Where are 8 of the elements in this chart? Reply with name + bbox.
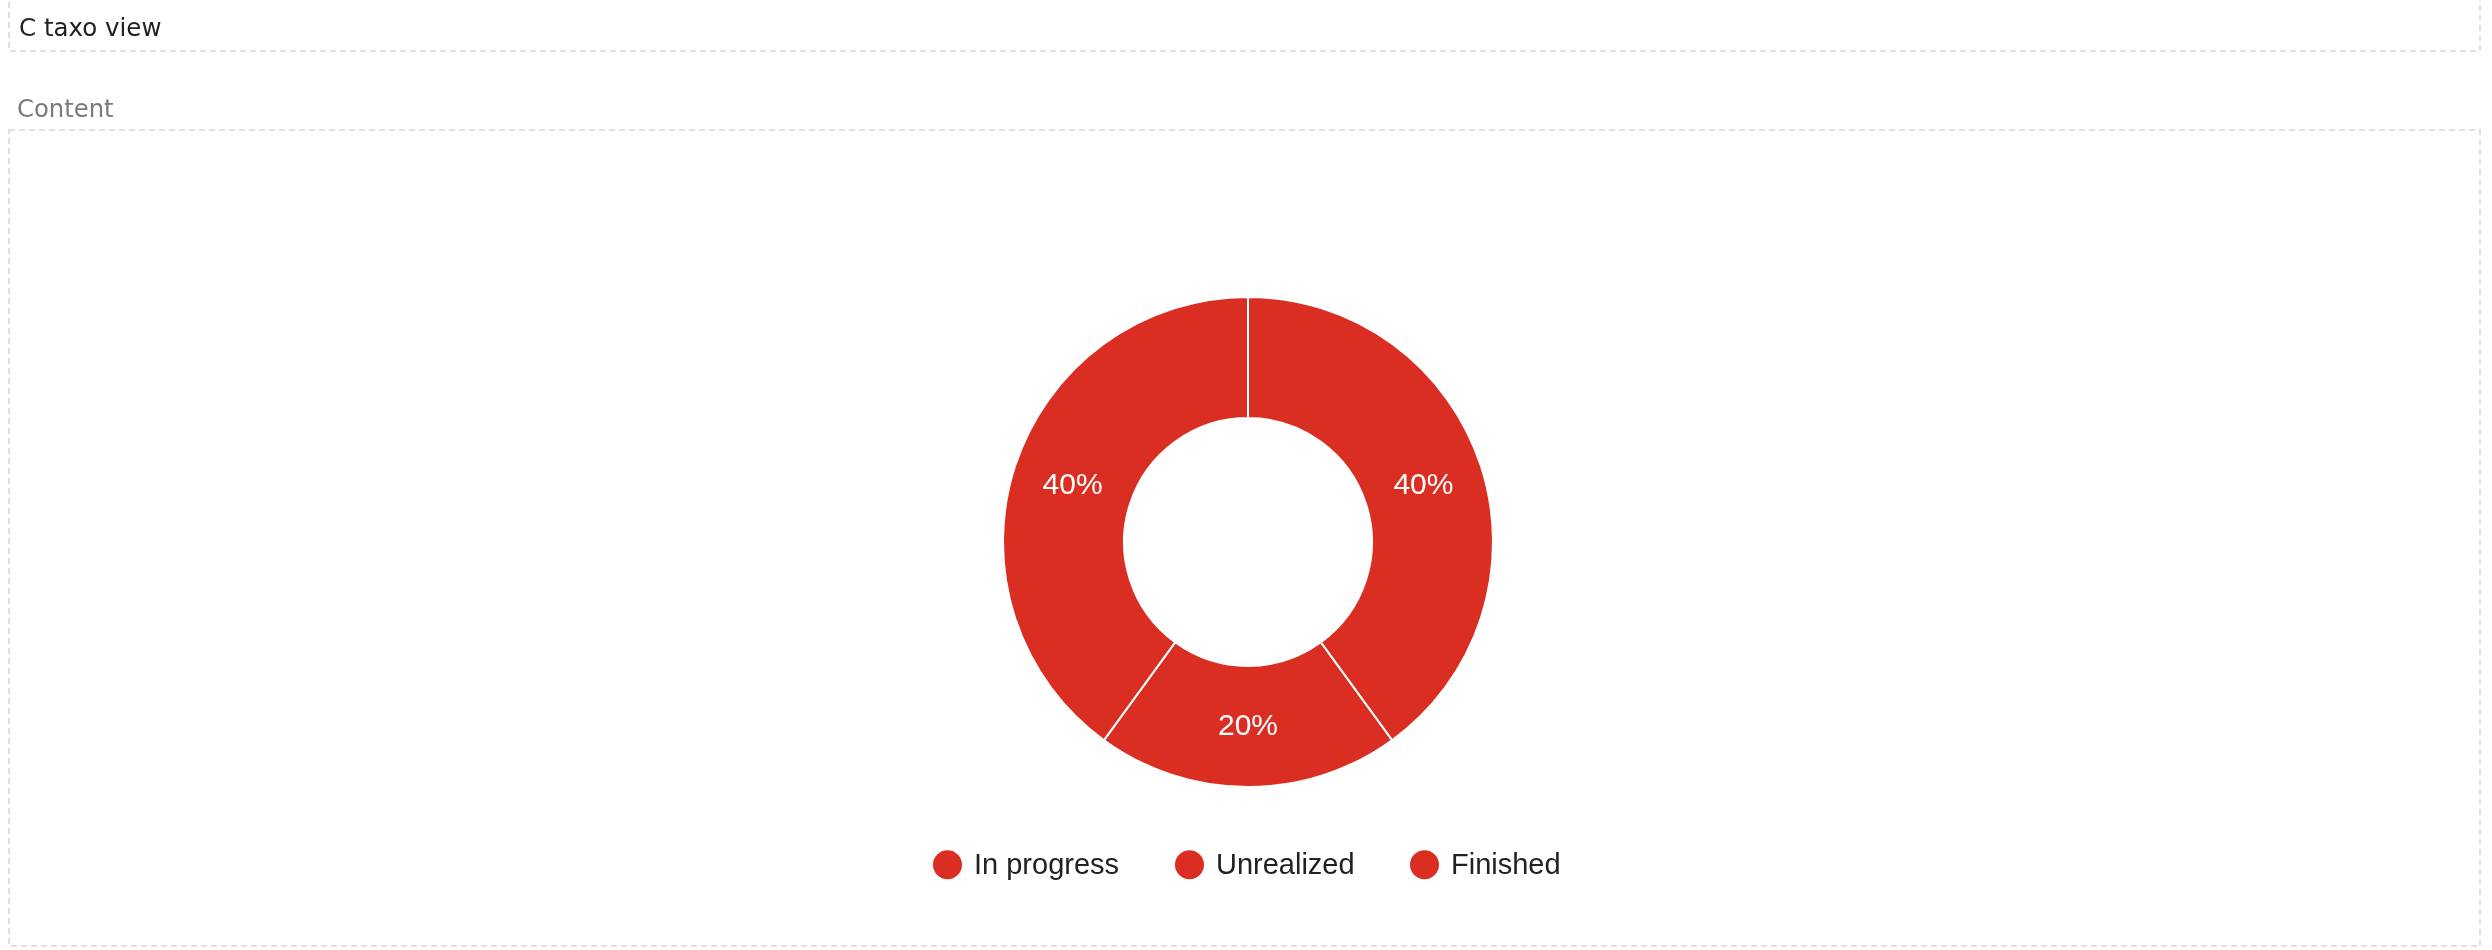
text: Content xyxy=(17,94,114,123)
data-label: 20% xyxy=(1217,708,1279,742)
legend-label: Unrealized xyxy=(1216,847,1355,880)
legend-label: Finished xyxy=(1451,847,1561,880)
text: C taxo view xyxy=(19,13,162,42)
data-label: 40% xyxy=(1393,466,1454,500)
data-label: 40% xyxy=(1042,466,1103,500)
legend-label: In progress xyxy=(974,847,1120,880)
